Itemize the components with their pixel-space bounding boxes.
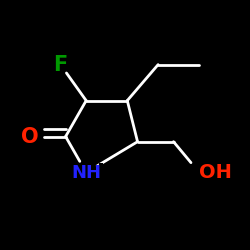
Text: F: F — [53, 55, 68, 75]
Text: OH: OH — [199, 160, 239, 184]
Text: NH: NH — [68, 162, 105, 182]
Text: OH: OH — [199, 163, 232, 182]
Text: O: O — [21, 126, 38, 146]
Text: NH: NH — [71, 164, 101, 182]
Text: F: F — [52, 53, 69, 77]
Text: O: O — [19, 124, 40, 148]
